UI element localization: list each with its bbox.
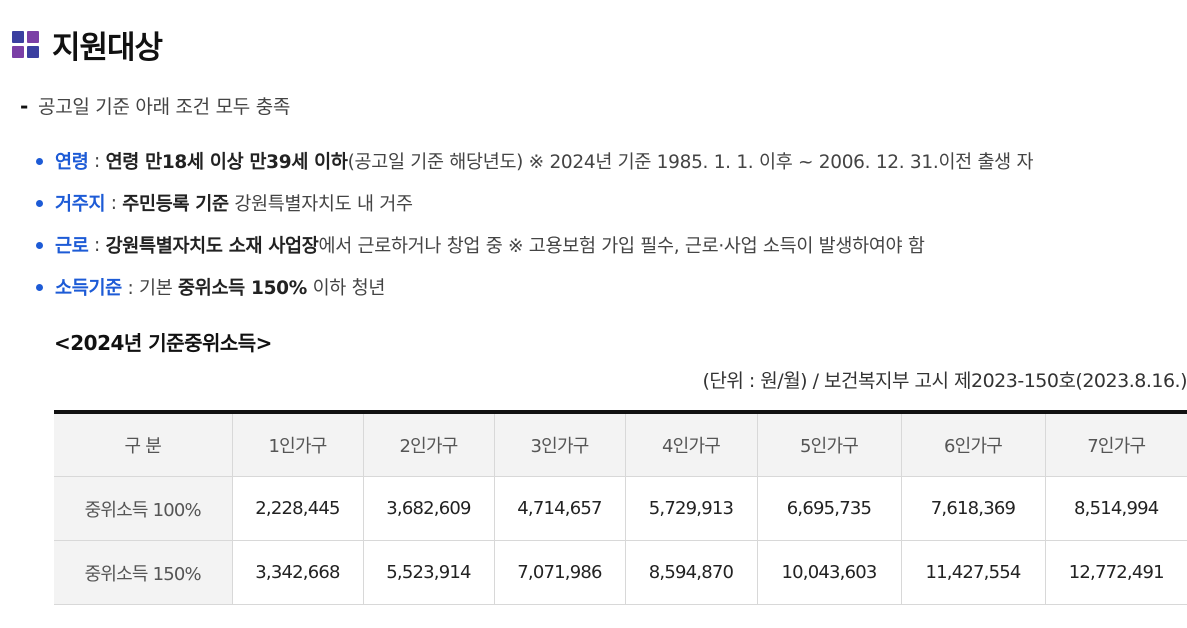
criteria-list: 연령 : 연령 만18세 이상 만39세 이하 (공고일 기준 해당년도) ※ 2…: [36, 140, 1034, 308]
criteria-rest: 이하 청년: [307, 278, 386, 299]
row-header: 중위소득 150%: [54, 540, 232, 605]
bullet-dot-icon: [36, 157, 43, 165]
criteria-sep: :: [105, 192, 123, 214]
grid-icon: [12, 30, 39, 58]
criteria-item-residence: 거주지 : 주민등록 기준 강원특별자치도 내 거주: [36, 182, 1033, 224]
table-title: <2024년 기준중위소득>: [54, 331, 272, 355]
grid-icon-cell: [27, 45, 39, 58]
criteria-bold: 연령 만18세 이상 만39세 이하: [105, 152, 348, 173]
table-cell: 4,714,657: [493, 476, 625, 541]
table-cell: 12,772,491: [1044, 540, 1187, 605]
table-cell: 3,682,609: [362, 476, 494, 541]
bullet-dot-icon: [36, 283, 43, 291]
criteria-bold: 중위소득 150%: [178, 278, 307, 299]
row-header: 중위소득 100%: [54, 476, 232, 541]
table-cell: 7,071,986: [493, 540, 625, 605]
table-row: 중위소득 150% 3,342,668 5,523,914 7,071,986 …: [54, 540, 1187, 605]
criteria-sep: :: [88, 150, 106, 172]
criteria-key: 연령: [55, 152, 89, 173]
criteria-rest: 강원특별자치도 내 거주: [228, 194, 413, 215]
criteria-rest: (공고일 기준 해당년도) ※ 2024년 기준 1985. 1. 1. 이후 …: [347, 152, 1034, 173]
criteria-key: 근로: [55, 236, 89, 257]
table-cell: 2,228,445: [231, 476, 363, 541]
income-table: 구 분 1인가구 2인가구 3인가구 4인가구 5인가구 6인가구 7인가구 중…: [54, 410, 1187, 605]
section-header: 지원대상: [12, 24, 163, 66]
grid-icon-cell: [12, 45, 24, 58]
criteria-item-income: 소득기준 : 기본 중위소득 150% 이하 청년: [36, 266, 1033, 308]
criteria-key: 거주지: [55, 194, 106, 215]
table-cell: 6,695,735: [756, 476, 901, 541]
table-cell: 8,594,870: [624, 540, 757, 605]
table-cell: 7,618,369: [900, 476, 1045, 541]
table-row: 중위소득 100% 2,228,445 3,682,609 4,714,657 …: [54, 476, 1187, 541]
column-header: 6인가구: [900, 412, 1045, 477]
grid-icon-cell: [27, 30, 39, 43]
intro-line: - 공고일 기준 아래 조건 모두 충족: [20, 92, 290, 119]
table-cell: 11,427,554: [900, 540, 1045, 605]
column-header: 5인가구: [756, 412, 901, 477]
table-cell: 8,514,994: [1044, 476, 1187, 541]
criteria-sep: : 기본: [121, 278, 179, 299]
grid-icon-cell: [12, 30, 24, 43]
column-header: 구 분: [54, 412, 232, 477]
bullet-dot-icon: [36, 241, 43, 249]
criteria-item-work: 근로 : 강원특별자치도 소재 사업장 에서 근로하거나 창업 중 ※ 고용보험 …: [36, 224, 1033, 266]
table-cell: 10,043,603: [756, 540, 901, 605]
criteria-bold: 강원특별자치도 소재 사업장: [105, 236, 319, 257]
column-header: 1인가구: [231, 412, 363, 477]
table-cell: 5,523,914: [362, 540, 494, 605]
table-header-row: 구 분 1인가구 2인가구 3인가구 4인가구 5인가구 6인가구 7인가구: [54, 412, 1187, 477]
unit-note: (단위 : 원/월) / 보건복지부 고시 제2023-150호(2023.8.…: [702, 370, 1187, 392]
criteria-bold: 주민등록 기준: [122, 194, 229, 215]
criteria-rest: 에서 근로하거나 창업 중 ※ 고용보험 가입 필수, 근로·사업 소득이 발생…: [318, 236, 925, 257]
intro-text: 공고일 기준 아래 조건 모두 충족: [38, 96, 291, 118]
criteria-item-age: 연령 : 연령 만18세 이상 만39세 이하 (공고일 기준 해당년도) ※ 2…: [36, 140, 1034, 182]
table-cell: 5,729,913: [624, 476, 757, 541]
column-header: 3인가구: [493, 412, 625, 477]
criteria-key: 소득기준: [55, 278, 122, 299]
table-cell: 3,342,668: [231, 540, 363, 605]
column-header: 4인가구: [624, 412, 757, 477]
column-header: 2인가구: [362, 412, 494, 477]
page-title: 지원대상: [52, 29, 163, 66]
criteria-sep: :: [88, 234, 106, 256]
column-header: 7인가구: [1044, 412, 1187, 477]
dash-marker: -: [20, 93, 29, 118]
bullet-dot-icon: [36, 199, 43, 207]
